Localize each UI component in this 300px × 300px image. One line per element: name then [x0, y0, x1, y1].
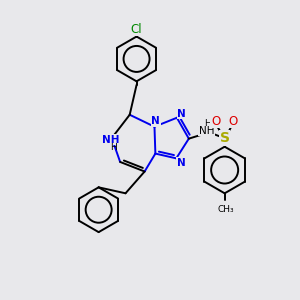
Text: NH: NH	[199, 126, 214, 136]
Text: N: N	[177, 109, 186, 118]
Text: Cl: Cl	[131, 22, 142, 36]
Text: N: N	[177, 158, 185, 167]
Text: O: O	[211, 115, 220, 128]
Text: CH₃: CH₃	[218, 205, 235, 214]
Text: H: H	[110, 143, 117, 152]
Text: N: N	[151, 116, 160, 126]
Text: O: O	[228, 115, 238, 128]
Text: NH: NH	[101, 135, 119, 145]
Text: H: H	[204, 118, 211, 127]
Text: S: S	[220, 131, 230, 145]
